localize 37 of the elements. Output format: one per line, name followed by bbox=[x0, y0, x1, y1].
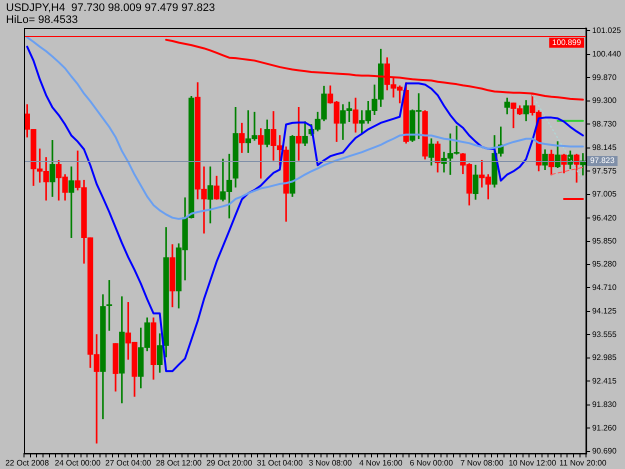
x-tick-label: 11 Nov 20:00 bbox=[559, 458, 607, 468]
y-tick-label: 101.025 bbox=[592, 26, 622, 35]
x-tick-label: 10 Nov 12:00 bbox=[508, 458, 557, 468]
x-tick-label: 27 Oct 04:00 bbox=[105, 458, 152, 468]
y-tick-label: 91.830 bbox=[592, 400, 618, 410]
x-tick-label: 24 Oct 00:00 bbox=[54, 458, 102, 468]
y-tick-label: 100.440 bbox=[592, 50, 622, 59]
y-tick-label: 97.575 bbox=[592, 166, 618, 176]
y-tick-label: 99.870 bbox=[592, 72, 618, 82]
chart-title: USDJPY,H4 97.730 98.009 97.479 97.823 bbox=[6, 2, 215, 14]
y-tick-label: 92.415 bbox=[592, 376, 618, 386]
y-tick-label: 98.730 bbox=[592, 119, 618, 128]
x-tick-label: 3 Nov 08:00 bbox=[308, 458, 352, 468]
ref-line-label: 100.899 bbox=[552, 38, 582, 47]
text: HiLo= 98.4533 bbox=[6, 14, 79, 26]
y-tick-label: 94.125 bbox=[592, 306, 618, 316]
x-tick-label: 31 Oct 04:00 bbox=[256, 458, 304, 468]
y-tick-label: 94.710 bbox=[592, 282, 618, 292]
y-tick-label: 96.420 bbox=[592, 213, 618, 222]
x-tick-label: 22 Oct 2008 bbox=[5, 458, 50, 468]
line-series bbox=[550, 166, 584, 176]
line-series bbox=[532, 94, 584, 182]
y-tick-label: 97.005 bbox=[592, 189, 618, 198]
ref-line-label: 97.823 bbox=[590, 156, 616, 166]
x-tick-label: 6 Nov 00:00 bbox=[410, 458, 454, 468]
x-tick-label: 7 Nov 08:00 bbox=[460, 458, 504, 468]
x-tick-label: 28 Oct 12:00 bbox=[156, 458, 202, 468]
y-tick-label: 95.850 bbox=[592, 236, 618, 246]
x-tick-label: 29 Oct 20:00 bbox=[206, 458, 253, 468]
x-tick-label: 4 Nov 16:00 bbox=[359, 458, 403, 468]
y-tick-label: 92.985 bbox=[592, 353, 618, 362]
y-tick-label: 90.690 bbox=[592, 446, 618, 456]
y-tick-label: 91.260 bbox=[592, 423, 618, 432]
y-tick-label: 95.280 bbox=[592, 260, 618, 269]
y-tick-label: 93.555 bbox=[592, 330, 618, 339]
y-tick-label: 99.300 bbox=[592, 96, 618, 106]
y-tick-label: 98.145 bbox=[592, 143, 618, 152]
